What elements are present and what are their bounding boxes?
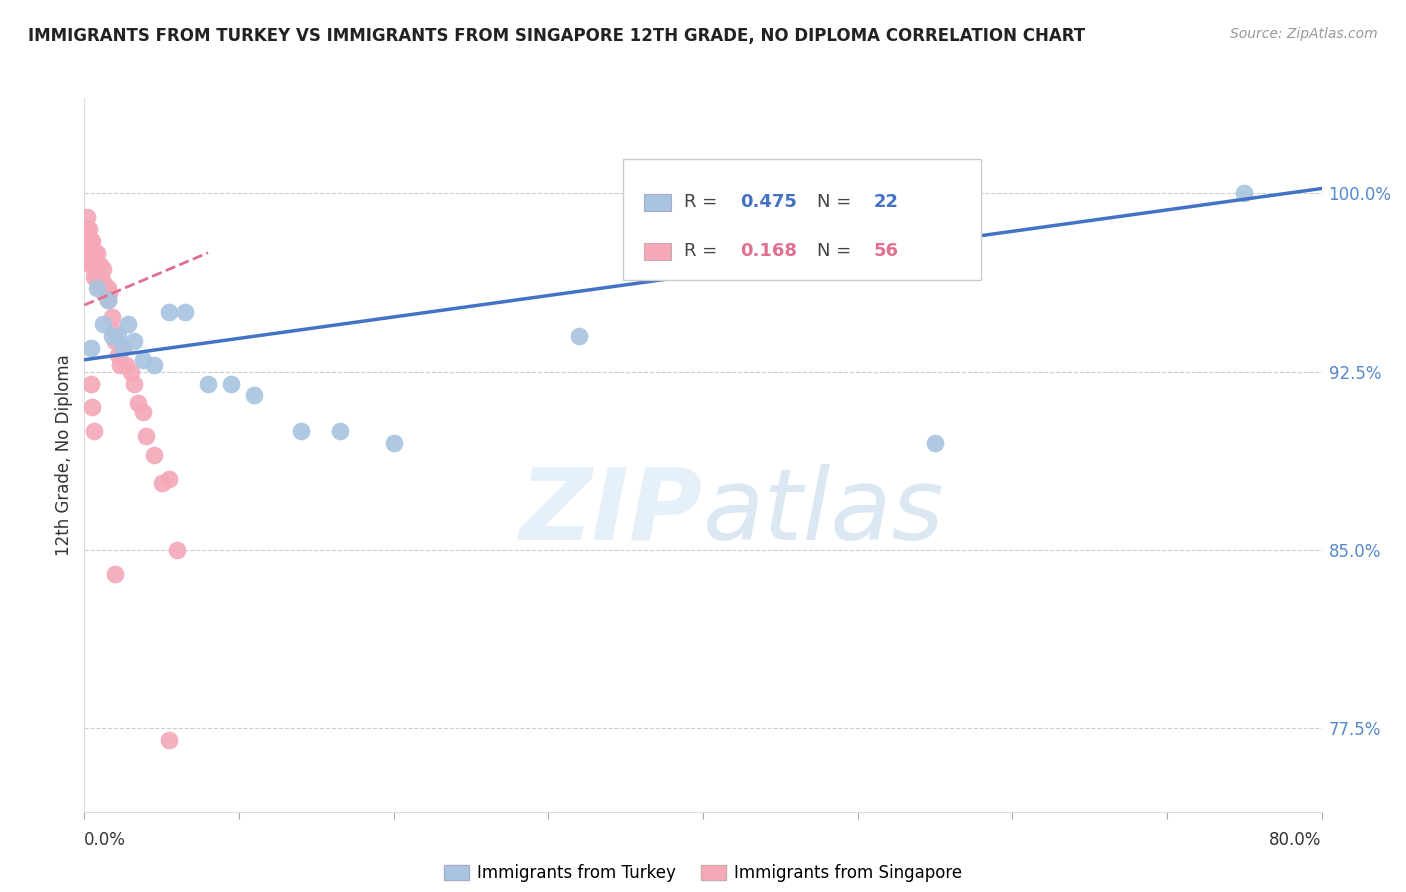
Point (87, 269, 110, 284)
Point (86, 245, 108, 260)
Point (150, 476, 173, 491)
Point (104, 334, 127, 348)
Point (112, 341, 135, 355)
Point (107, 329, 129, 343)
Point (86, 269, 108, 284)
Point (159, 472, 181, 486)
Point (83, 245, 105, 260)
Point (84, 245, 107, 260)
Point (159, 305, 181, 319)
Point (132, 405, 155, 419)
Point (82, 234, 104, 248)
Point (117, 317, 139, 331)
Point (159, 733, 181, 747)
Point (103, 324, 125, 338)
Text: N =: N = (817, 194, 856, 211)
Point (76, 245, 98, 260)
Point (79, 376, 101, 391)
Point (924, 436, 946, 450)
Text: 0.475: 0.475 (740, 194, 797, 211)
Text: 22: 22 (873, 194, 898, 211)
Point (76, 222, 98, 236)
Point (83, 258, 105, 272)
Legend: Immigrants from Turkey, Immigrants from Singapore: Immigrants from Turkey, Immigrants from … (437, 858, 969, 889)
Point (97, 281, 120, 295)
Point (174, 305, 197, 319)
Point (77, 245, 100, 260)
Point (97, 293, 120, 308)
Point (79, 341, 101, 355)
Text: Source: ZipAtlas.com: Source: ZipAtlas.com (1230, 27, 1378, 41)
Point (82, 245, 104, 260)
Point (79, 234, 101, 248)
Text: 0.168: 0.168 (740, 243, 797, 260)
Point (290, 424, 312, 438)
Point (91, 317, 114, 331)
Point (89, 281, 111, 295)
Text: N =: N = (817, 243, 856, 260)
Point (1233, 186, 1256, 201)
Point (115, 358, 138, 372)
Point (94, 286, 117, 301)
Point (93, 286, 115, 301)
Text: ZIP: ZIP (520, 464, 703, 560)
Point (91, 277, 114, 291)
Point (86, 281, 108, 295)
Point (112, 341, 135, 355)
Point (89, 269, 111, 284)
Point (87, 258, 110, 272)
Point (108, 358, 131, 372)
Point (101, 329, 124, 343)
Text: R =: R = (685, 194, 724, 211)
Point (243, 388, 266, 402)
FancyBboxPatch shape (644, 194, 671, 211)
Point (568, 329, 591, 343)
Point (197, 376, 219, 391)
Point (91, 262, 114, 277)
Text: IMMIGRANTS FROM TURKEY VS IMMIGRANTS FROM SINGAPORE 12TH GRADE, NO DIPLOMA CORRE: IMMIGRANTS FROM TURKEY VS IMMIGRANTS FRO… (28, 27, 1085, 45)
Point (221, 376, 243, 391)
Text: 80.0%: 80.0% (1270, 830, 1322, 849)
Point (79, 245, 101, 260)
Point (83, 269, 105, 284)
Point (76, 210, 98, 224)
Point (329, 424, 352, 438)
Point (84, 258, 107, 272)
Point (89, 258, 111, 272)
Point (104, 566, 127, 581)
Point (93, 277, 115, 291)
Point (90, 269, 112, 284)
Point (120, 365, 142, 379)
Point (135, 429, 157, 443)
Point (82, 258, 104, 272)
Point (98, 286, 121, 301)
FancyBboxPatch shape (623, 159, 981, 280)
Point (82, 401, 104, 415)
Point (77, 222, 100, 236)
Point (77, 234, 100, 248)
Point (101, 310, 124, 324)
FancyBboxPatch shape (644, 243, 671, 260)
Text: 0.0%: 0.0% (84, 830, 127, 849)
Point (382, 436, 405, 450)
Text: R =: R = (685, 243, 724, 260)
Text: 56: 56 (873, 243, 898, 260)
Point (86, 258, 108, 272)
Point (79, 258, 101, 272)
Point (122, 334, 145, 348)
Point (143, 358, 166, 372)
Point (128, 395, 150, 409)
Text: atlas: atlas (703, 464, 945, 560)
Point (107, 348, 129, 362)
Point (166, 543, 188, 558)
Point (132, 352, 155, 367)
Point (83, 424, 105, 438)
Y-axis label: 12th Grade, No Diploma: 12th Grade, No Diploma (55, 354, 73, 556)
Point (122, 376, 145, 391)
Point (97, 293, 120, 308)
Point (90, 281, 112, 295)
Point (143, 448, 166, 462)
